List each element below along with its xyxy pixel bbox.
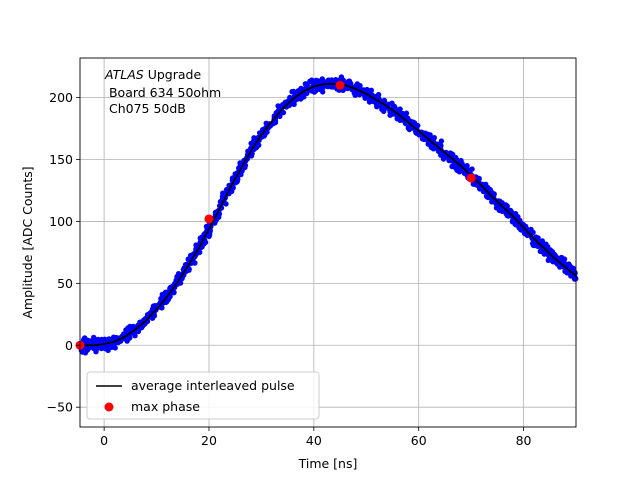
sample-point (123, 327, 129, 333)
sample-point (403, 110, 410, 116)
x-tick-label: 0 (100, 433, 108, 448)
max-phase-point (335, 80, 345, 90)
upgrade-label: Upgrade (144, 67, 202, 82)
sample-point (518, 227, 524, 233)
sample-point (312, 80, 318, 86)
sample-point (319, 85, 325, 92)
sample-point (389, 100, 395, 106)
legend-box (86, 371, 320, 420)
sample-point (491, 191, 497, 197)
legend-marker-max-phase (104, 402, 114, 412)
y-tick-label: 0 (65, 338, 73, 353)
sample-point (489, 199, 495, 205)
y-tick-label: 150 (49, 152, 73, 167)
legend-label-max-phase: max phase (131, 399, 200, 414)
sample-point (509, 219, 516, 225)
sample-point (289, 89, 295, 95)
sample-point (364, 86, 370, 93)
x-axis-label: Time [ns] (298, 456, 358, 471)
sample-point (113, 335, 119, 341)
y-tick-label: −50 (47, 400, 73, 415)
sample-point (572, 275, 579, 281)
sample-point (82, 335, 88, 341)
sample-point (192, 260, 198, 266)
sample-point (82, 350, 89, 356)
legend-label-average: average interleaved pulse (131, 378, 295, 393)
annotation-line-1: ATLAS Upgrade (104, 67, 201, 82)
sample-point (353, 83, 360, 89)
atlas-label: ATLAS (104, 67, 144, 82)
y-axis-label: Amplitude [ADC Counts] (20, 166, 35, 318)
sample-point (229, 188, 235, 195)
sample-point (428, 144, 434, 151)
sample-point (298, 96, 304, 102)
x-tick-label: 80 (516, 433, 532, 448)
sample-point (88, 339, 94, 345)
sample-point (163, 299, 170, 305)
sample-point (415, 122, 421, 129)
sample-point (539, 238, 545, 244)
sample-point (405, 125, 411, 131)
sample-point (469, 166, 475, 172)
sample-point (463, 164, 470, 170)
sample-point (280, 109, 287, 116)
sample-point (356, 92, 363, 98)
sample-point (477, 186, 483, 192)
plot-area (80, 58, 576, 427)
axis-ticks: 0 20 40 60 80 −50 0 50 100 150 200 (47, 90, 532, 448)
legend: average interleaved pulse max phase (86, 371, 320, 420)
sample-point (565, 261, 571, 268)
annotation: ATLAS Upgrade Board 634 50ohm Ch075 50dB (104, 67, 221, 116)
sample-point (365, 95, 371, 102)
sample-point (454, 167, 460, 173)
sample-point (438, 138, 445, 144)
sample-point (104, 338, 110, 344)
sample-point (562, 268, 568, 275)
sample-point (413, 130, 419, 136)
sample-point (512, 211, 519, 217)
sample-point (303, 82, 309, 88)
max-phase-point (204, 214, 214, 224)
sample-point (94, 338, 101, 345)
sample-point (487, 186, 493, 193)
sample-point (471, 181, 478, 187)
y-tick-label: 200 (49, 90, 73, 105)
sample-point (453, 154, 459, 161)
sample-point (86, 345, 92, 351)
x-tick-label: 20 (201, 433, 217, 448)
x-tick-label: 60 (411, 433, 427, 448)
y-tick-label: 100 (49, 214, 73, 229)
sample-point (220, 190, 226, 196)
annotation-line-3: Ch075 50dB (105, 101, 186, 116)
average-pulse-line (80, 83, 577, 347)
sample-point (541, 251, 548, 257)
sample-point (124, 338, 130, 344)
sample-point (275, 103, 281, 109)
max-phase-point (466, 173, 476, 183)
sample-point (149, 315, 156, 321)
y-tick-label: 50 (57, 276, 73, 291)
sample-point (397, 106, 403, 112)
sample-point (313, 88, 319, 94)
sample-point (531, 242, 538, 249)
x-tick-label: 40 (306, 433, 322, 448)
sample-point (333, 77, 339, 83)
sample-point (223, 201, 229, 207)
sample-point (476, 175, 482, 182)
annotation-line-2: Board 634 50ohm (105, 85, 221, 100)
sample-point (99, 336, 105, 343)
sample-point (441, 154, 447, 161)
plot-frame (79, 57, 577, 428)
